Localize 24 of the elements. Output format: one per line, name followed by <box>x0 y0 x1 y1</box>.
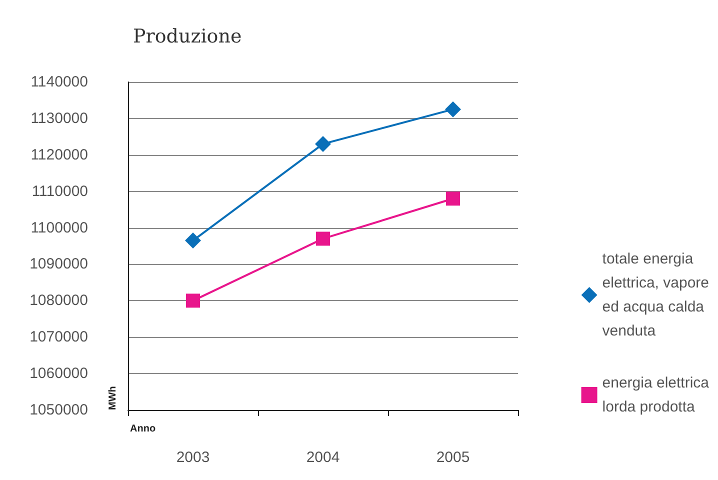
legend-label: totale energia elettrica, vapore ed acqua calda venduta <box>602 250 710 340</box>
point <box>186 294 200 308</box>
point <box>315 136 331 152</box>
y-tick-label: 1140000 <box>30 74 88 90</box>
y-tick-label: 1050000 <box>30 402 88 418</box>
legend-label: energia elettrica lorda prodotta <box>602 374 710 416</box>
point <box>446 192 460 206</box>
y-tick-label: 1080000 <box>30 292 88 310</box>
y-axis-title: MWh <box>108 386 118 410</box>
y-tick-label: 1130000 <box>30 110 88 127</box>
point <box>185 232 201 249</box>
x-tick-label: 2004 <box>306 449 340 466</box>
x-tick-label: 2003 <box>176 449 210 466</box>
y-tick-label: 1110000 <box>32 182 88 200</box>
y-tick-label: 1090000 <box>30 256 88 273</box>
y-tick-label: 1120000 <box>30 146 88 164</box>
point <box>316 232 330 246</box>
y-tick-label: 1070000 <box>30 328 88 346</box>
x-axis-title: Anno <box>130 424 156 434</box>
x-tick-label: 2005 <box>436 449 470 466</box>
y-tick-label: 1060000 <box>30 365 88 382</box>
point <box>445 101 461 118</box>
chart-title: Produzione <box>133 26 242 48</box>
y-tick-label: 1100000 <box>30 219 88 236</box>
